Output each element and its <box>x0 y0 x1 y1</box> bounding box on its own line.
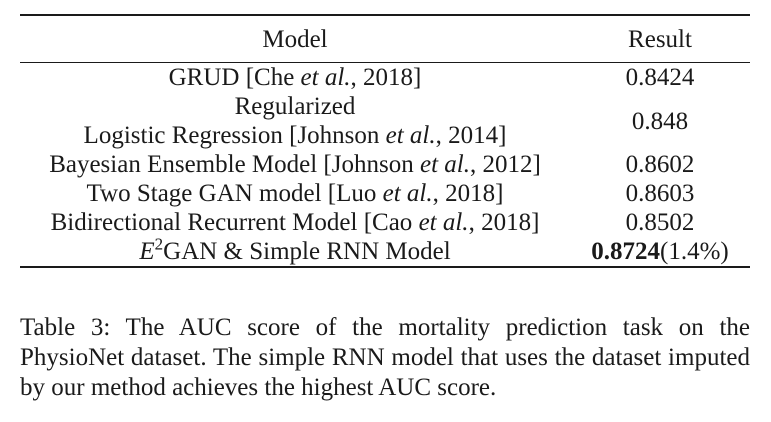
table-row: Two Stage GAN model [Luo et al., 2018] 0.… <box>20 179 750 208</box>
model-name-line: Regularized <box>234 93 356 120</box>
table-row: E2GAN & Simple RNN Model 0.8724(1.4%) <box>20 234 750 266</box>
model-name-superscript: 2 <box>154 234 164 254</box>
result-value: 0.8502 <box>625 209 695 236</box>
cell-result: 0.8424 <box>570 63 750 92</box>
model-name-line: Bayesian Ensemble Model [Johnson et al.,… <box>49 151 541 178</box>
table-header-rule <box>20 62 750 63</box>
table-row: GRUD [Che et al., 2018] 0.8424 <box>20 63 750 92</box>
results-table-container: Model Result GRUD [Che et al., 2018] 0.84… <box>20 14 750 268</box>
cell-model: GRUD [Che et al., 2018] <box>20 63 570 92</box>
results-table-body: GRUD [Che et al., 2018] 0.8424 Regularized… <box>20 63 750 266</box>
cell-result: 0.8502 <box>570 208 750 237</box>
result-value: 0.848 <box>631 107 689 135</box>
result-value: 0.8724 <box>591 238 660 265</box>
result-improvement-note: (1.4%) <box>660 238 729 265</box>
table-caption: Table 3: The AUC score of the mortality … <box>20 314 750 401</box>
cell-model: Two Stage GAN model [Luo et al., 2018] <box>20 179 570 208</box>
cell-model: Bidirectional Recurrent Model [Cao et al… <box>20 208 570 237</box>
table-top-rule <box>20 14 750 16</box>
cell-model: E2GAN & Simple RNN Model <box>20 234 570 266</box>
model-name-italic: et al. <box>418 209 469 236</box>
table-row: Bayesian Ensemble Model [Johnson et al.,… <box>20 150 750 179</box>
table-body: GRUD [Che et al., 2018] 0.8424 Regularized… <box>20 63 750 266</box>
model-name-italic: E <box>139 238 155 265</box>
model-name-line: Two Stage GAN model [Luo et al., 2018] <box>86 180 504 207</box>
cell-result: 0.8724(1.4%) <box>570 237 750 266</box>
table-bottom-rule <box>20 266 750 268</box>
cell-model: Bayesian Ensemble Model [Johnson et al.,… <box>20 150 570 179</box>
cell-result: 0.8603 <box>570 179 750 208</box>
header-result: Result <box>628 25 692 53</box>
model-name-italic: et al. <box>385 122 436 149</box>
cell-model: Regularized Logistic Regression [Johnson … <box>20 92 570 150</box>
model-name-line: GRUD [Che et al., 2018] <box>168 64 422 91</box>
cell-result: 0.848 <box>570 92 750 150</box>
table-header-row: Model Result <box>20 16 750 62</box>
model-name-line: E2GAN & Simple RNN Model <box>139 234 451 265</box>
table-row: Bidirectional Recurrent Model [Cao et al… <box>20 208 750 237</box>
header-model: Model <box>262 25 328 53</box>
result-value: 0.8602 <box>625 151 695 178</box>
result-value: 0.8603 <box>625 180 695 207</box>
model-name-italic: et al. <box>419 151 470 178</box>
results-table: Model Result <box>20 16 750 62</box>
cell-result: 0.8602 <box>570 150 750 179</box>
model-name-italic: et al. <box>382 180 433 207</box>
result-value: 0.8424 <box>625 64 695 91</box>
model-name-line: Bidirectional Recurrent Model [Cao et al… <box>50 209 540 236</box>
model-name-italic: et al. <box>300 64 351 91</box>
table-row: Regularized Logistic Regression [Johnson … <box>20 92 750 150</box>
model-name-line: Logistic Regression [Johnson et al., 201… <box>83 122 507 149</box>
